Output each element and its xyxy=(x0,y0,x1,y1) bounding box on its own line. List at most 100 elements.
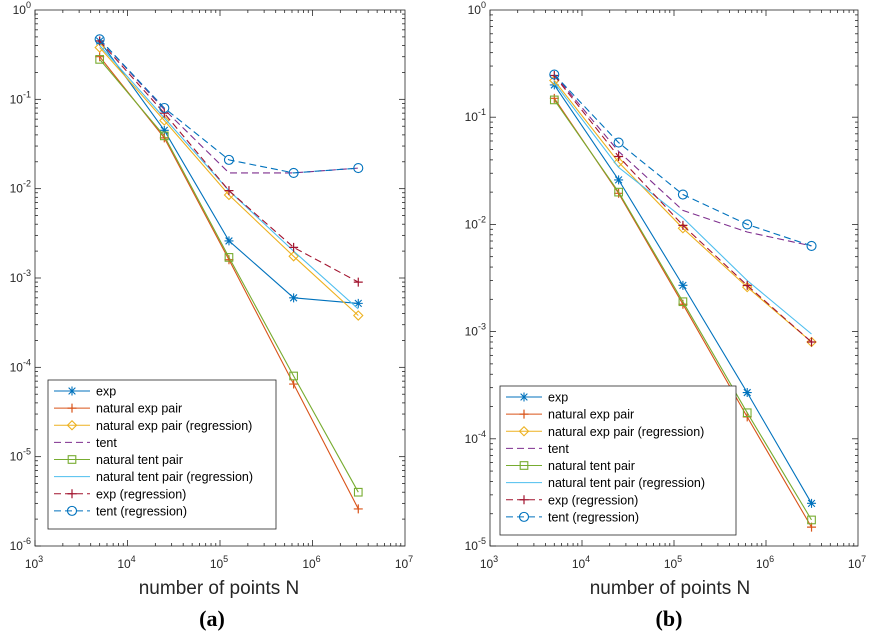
panel-label-b: (b) xyxy=(656,606,683,631)
data-point xyxy=(353,298,363,308)
data-point xyxy=(94,42,105,53)
chart-panel-b: 103 104 105 106 107 10-5 10-4 10-3 10-2 10-1 100 ex… xyxy=(465,0,867,571)
legend-entry: tent xyxy=(96,436,117,450)
y-tick-label: 100 xyxy=(13,0,31,17)
data-point xyxy=(678,297,688,307)
data-point xyxy=(677,189,688,200)
data-point xyxy=(678,280,688,290)
x-axis-label-b: number of points N xyxy=(590,578,751,599)
data-point xyxy=(159,133,169,143)
legend-entry: exp (regression) xyxy=(548,493,638,507)
data-point xyxy=(807,337,817,347)
series-line xyxy=(553,74,812,247)
legend-b: exp natural exp pair natural exp pair (reg… xyxy=(499,385,737,536)
data-point xyxy=(549,70,559,80)
legend-entry: exp (regression) xyxy=(96,487,186,501)
legend-marker xyxy=(518,511,530,522)
x-tick-label: 107 xyxy=(395,554,413,571)
data-point xyxy=(352,310,364,321)
series-line xyxy=(99,38,359,174)
legend-marker xyxy=(519,461,529,470)
series-8-b xyxy=(549,69,817,251)
data-point xyxy=(289,379,299,389)
data-point xyxy=(353,487,363,497)
legend-marker xyxy=(519,495,529,505)
axis-ticks-a xyxy=(34,10,405,547)
y-tick-label: 10-5 xyxy=(10,447,31,464)
legend-entry: natural exp pair xyxy=(96,402,182,416)
data-point xyxy=(353,277,363,287)
x-tick-label: 103 xyxy=(480,554,498,571)
data-point xyxy=(289,293,299,303)
axis-ticks-b xyxy=(489,10,858,547)
data-point xyxy=(159,131,169,141)
legend-box xyxy=(499,385,737,536)
data-point xyxy=(159,125,169,135)
legend-marker xyxy=(67,489,77,499)
y-tick-label: 10-3 xyxy=(465,322,486,339)
y-tick-label: 10-2 xyxy=(465,214,486,231)
data-point xyxy=(288,251,299,262)
x-tick-label: 104 xyxy=(572,554,590,571)
series-line xyxy=(99,40,359,283)
y-tick-label: 10-2 xyxy=(10,179,31,196)
x-tick-label: 105 xyxy=(664,554,682,571)
data-point xyxy=(614,175,624,185)
data-point xyxy=(223,154,235,165)
data-point xyxy=(289,371,298,381)
data-point xyxy=(742,280,752,290)
y-tick-label: 10-1 xyxy=(465,107,486,124)
data-point xyxy=(549,69,560,80)
y-tick-label: 10-4 xyxy=(10,357,31,374)
legend-entry: natural tent pair (regression) xyxy=(548,476,705,490)
data-point xyxy=(224,253,234,262)
panel-label-a: (a) xyxy=(199,606,225,631)
y-tick-label: 10-3 xyxy=(10,268,31,285)
legend-entry: natural tent pair (regression) xyxy=(96,470,253,484)
x-tick-label: 105 xyxy=(210,554,228,571)
y-tick-label: 10-6 xyxy=(10,536,31,553)
data-point xyxy=(742,388,752,398)
series-line xyxy=(99,59,359,493)
x-tick-label: 106 xyxy=(756,554,774,571)
data-point xyxy=(159,115,170,126)
y-tick-label: 10-4 xyxy=(465,429,486,446)
x-tick-label: 103 xyxy=(25,554,43,571)
data-point xyxy=(94,34,105,45)
data-point xyxy=(288,167,299,178)
legend-box xyxy=(47,379,277,530)
legend-marker xyxy=(66,505,78,516)
data-point xyxy=(159,108,169,118)
data-point xyxy=(613,137,624,148)
legend-entry: natural exp pair xyxy=(548,408,634,422)
data-point xyxy=(678,220,688,230)
legend-entry: tent (regression) xyxy=(548,510,639,524)
legend-marker xyxy=(67,386,77,396)
legend-entry: natural tent pair xyxy=(548,459,635,473)
data-point xyxy=(742,408,752,418)
series-7-b xyxy=(549,70,817,347)
data-point xyxy=(614,151,624,161)
x-axis-label-a: number of points N xyxy=(139,578,300,599)
legend-marker xyxy=(67,455,77,464)
series-8-a xyxy=(94,34,364,178)
data-point xyxy=(289,242,299,252)
y-tick-label: 10-5 xyxy=(465,536,486,553)
legend-marker xyxy=(518,425,530,437)
series-5-a xyxy=(95,55,363,497)
series-line xyxy=(553,75,812,343)
legend-marker xyxy=(519,409,529,419)
data-point xyxy=(806,240,817,251)
x-tick-label: 104 xyxy=(117,554,135,571)
x-tick-label: 106 xyxy=(302,554,320,571)
legend-entry: tent xyxy=(548,442,569,456)
legend-entry: exp xyxy=(96,385,116,399)
series-line xyxy=(553,82,812,335)
legend-marker xyxy=(67,403,77,413)
data-point xyxy=(353,163,364,174)
data-point xyxy=(807,498,817,508)
data-point xyxy=(224,186,234,196)
series-4-b xyxy=(553,74,812,247)
legend-marker xyxy=(519,392,529,402)
